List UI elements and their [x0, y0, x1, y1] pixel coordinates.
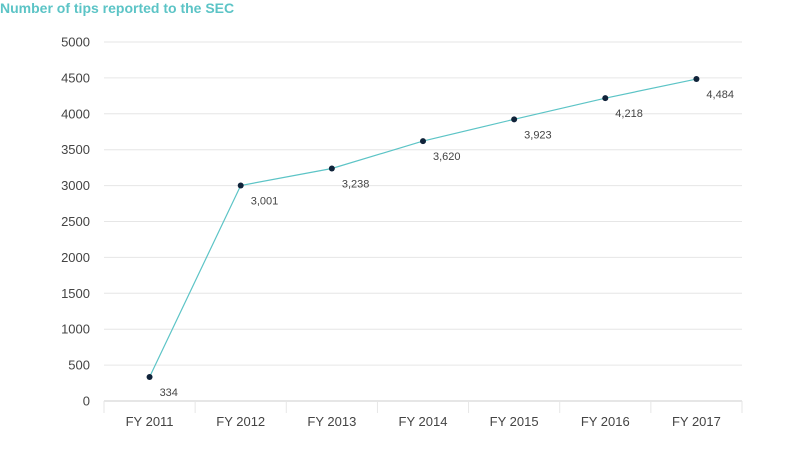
x-tick-label: FY 2012: [216, 414, 265, 429]
y-tick-label: 3000: [61, 178, 90, 193]
chart-title: Number of tips reported to the SEC: [0, 0, 235, 16]
data-label: 3,620: [433, 151, 461, 163]
x-tick-label: FY 2013: [307, 414, 356, 429]
x-tick-label: FY 2014: [399, 414, 448, 429]
data-label: 334: [160, 387, 178, 399]
data-label: 4,484: [706, 89, 734, 101]
data-point: [511, 116, 518, 123]
x-tick-label: FY 2011: [126, 414, 174, 429]
data-point: [420, 138, 426, 145]
data-point: [693, 76, 700, 83]
y-tick-label: 5000: [61, 35, 90, 50]
data-label: 4,218: [615, 108, 643, 120]
x-tick-label: FY 2015: [490, 414, 539, 429]
y-tick-label: 3500: [61, 142, 90, 157]
data-label: 3,923: [524, 129, 552, 141]
data-label: 3,001: [251, 196, 279, 208]
y-tick-label: 1500: [61, 286, 90, 301]
data-point: [328, 165, 335, 172]
x-tick-label: FY 2017: [672, 414, 721, 429]
series-line: [149, 78, 697, 378]
y-tick-label: 500: [68, 358, 90, 373]
data-label: 3,238: [342, 179, 370, 191]
y-tick-label: 1000: [61, 322, 90, 337]
y-tick-label: 2000: [61, 250, 90, 265]
data-point: [237, 182, 244, 189]
data-point: [602, 95, 609, 102]
x-tick-label: FY 2016: [581, 414, 630, 429]
y-tick-label: 2500: [61, 214, 90, 229]
y-tick-label: 4000: [61, 106, 90, 121]
y-tick-label: 4500: [61, 70, 90, 85]
data-point: [146, 374, 153, 381]
y-tick-label: 0: [83, 394, 90, 409]
